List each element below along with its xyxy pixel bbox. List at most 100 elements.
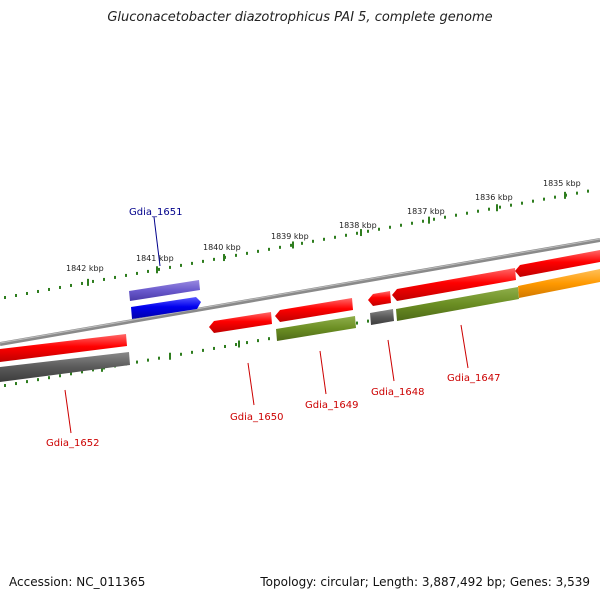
ruler-minor-tick bbox=[345, 233, 347, 237]
ruler-minor-tick bbox=[103, 277, 105, 281]
ruler-minor-tick bbox=[576, 191, 578, 195]
ruler-minor-tick bbox=[433, 217, 435, 221]
ruler-minor-tick bbox=[422, 219, 424, 223]
ruler-minor-tick bbox=[323, 237, 325, 241]
gene-arrow-red[interactable] bbox=[275, 298, 353, 322]
ruler-minor-tick bbox=[4, 384, 6, 387]
ruler-minor-tick bbox=[224, 344, 226, 348]
ruler-major-tick bbox=[169, 352, 171, 360]
ruler-minor-tick bbox=[70, 372, 72, 376]
ruler-major-tick bbox=[292, 241, 294, 249]
ruler-major-tick bbox=[238, 340, 240, 348]
gene-gdia-1652[interactable] bbox=[0, 334, 130, 382]
ruler-major-tick bbox=[360, 229, 362, 237]
ruler-label-1838: 1838 kbp bbox=[339, 221, 377, 230]
gene-gdia-1650[interactable] bbox=[209, 312, 272, 333]
gene-arrow-blue[interactable] bbox=[131, 297, 201, 319]
ruler-minor-tick bbox=[257, 249, 259, 253]
accession-label: Accession: NC_011365 bbox=[9, 575, 146, 589]
ruler-minor-tick bbox=[48, 287, 50, 291]
ruler-minor-tick bbox=[290, 243, 292, 247]
ruler-label-1842: 1842 kbp bbox=[66, 264, 104, 273]
gene-gdia-1649[interactable] bbox=[275, 298, 356, 341]
ruler-minor-tick bbox=[356, 321, 358, 325]
ruler-minor-tick bbox=[26, 380, 28, 384]
ruler-minor-tick bbox=[532, 199, 534, 203]
ruler-minor-tick bbox=[191, 261, 193, 265]
ruler-minor-tick bbox=[411, 221, 413, 225]
ruler-minor-tick bbox=[15, 382, 17, 386]
ruler-minor-tick bbox=[180, 263, 182, 267]
leader-line-gdia-1647 bbox=[460, 324, 469, 369]
ruler-major-tick bbox=[156, 266, 158, 274]
ruler-minor-tick bbox=[202, 348, 204, 352]
outer-ruler-dots bbox=[4, 189, 589, 299]
ruler-minor-tick bbox=[510, 203, 512, 207]
ruler-minor-tick bbox=[466, 211, 468, 215]
ruler-minor-tick bbox=[147, 269, 149, 273]
gene-gdia-1647[interactable] bbox=[392, 268, 519, 321]
ruler-minor-tick bbox=[125, 273, 127, 277]
ruler-minor-tick bbox=[81, 281, 83, 285]
ruler-minor-tick bbox=[389, 225, 391, 229]
gene-label-gdia-1651[interactable]: Gdia_1651 bbox=[129, 207, 182, 218]
leader-line-gdia-1650 bbox=[247, 362, 255, 406]
ruler-minor-tick bbox=[400, 223, 402, 227]
leader-line-gdia-1649 bbox=[319, 350, 327, 395]
ruler-minor-tick bbox=[15, 293, 17, 297]
ruler-minor-tick bbox=[26, 291, 28, 295]
gene-cds-grey bbox=[370, 309, 394, 325]
ruler-minor-tick bbox=[499, 205, 501, 209]
ruler-minor-tick bbox=[378, 227, 380, 231]
ruler-major-tick bbox=[496, 204, 498, 212]
gene-gdia-1651[interactable] bbox=[129, 280, 201, 319]
ruler-minor-tick bbox=[301, 241, 303, 245]
ruler-minor-tick bbox=[81, 370, 83, 374]
ruler-minor-tick bbox=[477, 209, 479, 213]
ruler-minor-tick bbox=[367, 229, 369, 233]
ruler-minor-tick bbox=[158, 356, 160, 360]
ruler-major-tick bbox=[223, 254, 225, 262]
gene-arrow-red[interactable] bbox=[515, 250, 600, 277]
ruler-minor-tick bbox=[268, 247, 270, 251]
gene-cds-green bbox=[396, 287, 519, 321]
ruler-minor-tick bbox=[37, 289, 39, 293]
ruler-minor-tick bbox=[312, 239, 314, 243]
gene-cds-green bbox=[276, 316, 356, 341]
gene-arrow-red[interactable] bbox=[0, 334, 127, 362]
ruler-label-1839: 1839 kbp bbox=[271, 232, 309, 241]
ruler-minor-tick bbox=[37, 378, 39, 382]
ruler-minor-tick bbox=[246, 251, 248, 255]
ruler-major-tick bbox=[564, 191, 566, 199]
ruler-label-1836: 1836 kbp bbox=[475, 193, 513, 202]
leader-line-gdia-1648 bbox=[387, 339, 395, 382]
ruler-minor-tick bbox=[59, 285, 61, 289]
ruler-minor-tick bbox=[158, 267, 160, 271]
gene-label-gdia-1652[interactable]: Gdia_1652 bbox=[46, 438, 99, 449]
gene-arrow-red[interactable] bbox=[368, 291, 391, 306]
gene-cds-grey bbox=[0, 352, 130, 382]
ruler-minor-tick bbox=[257, 339, 259, 343]
gene-arrow-red[interactable] bbox=[209, 312, 272, 333]
gene-label-gdia-1647[interactable]: Gdia_1647 bbox=[447, 373, 500, 384]
map-title: Gluconacetobacter diazotrophicus PAI 5, … bbox=[107, 10, 493, 25]
ruler-minor-tick bbox=[92, 368, 94, 372]
ruler-label-1835: 1835 kbp bbox=[543, 179, 581, 188]
ruler-minor-tick bbox=[4, 296, 6, 299]
gene-arrow-red[interactable] bbox=[392, 268, 516, 301]
ruler-minor-tick bbox=[147, 358, 149, 362]
ruler-minor-tick bbox=[202, 259, 204, 263]
gene-label-gdia-1650[interactable]: Gdia_1650 bbox=[230, 412, 283, 423]
gene-next-right[interactable] bbox=[515, 250, 600, 298]
ruler-minor-tick bbox=[92, 279, 94, 283]
ruler-minor-tick bbox=[191, 350, 193, 354]
ruler-minor-tick bbox=[235, 343, 237, 347]
gene-gdia-1648[interactable] bbox=[368, 291, 394, 325]
gene-label-gdia-1649[interactable]: Gdia_1649 bbox=[305, 400, 358, 411]
gene-label-gdia-1648[interactable]: Gdia_1648 bbox=[371, 387, 424, 398]
ruler-minor-tick bbox=[136, 271, 138, 275]
ruler-minor-tick bbox=[587, 189, 589, 193]
ruler-major-tick bbox=[428, 216, 430, 224]
ruler-minor-tick bbox=[136, 360, 138, 364]
genome-backbone bbox=[0, 238, 600, 346]
